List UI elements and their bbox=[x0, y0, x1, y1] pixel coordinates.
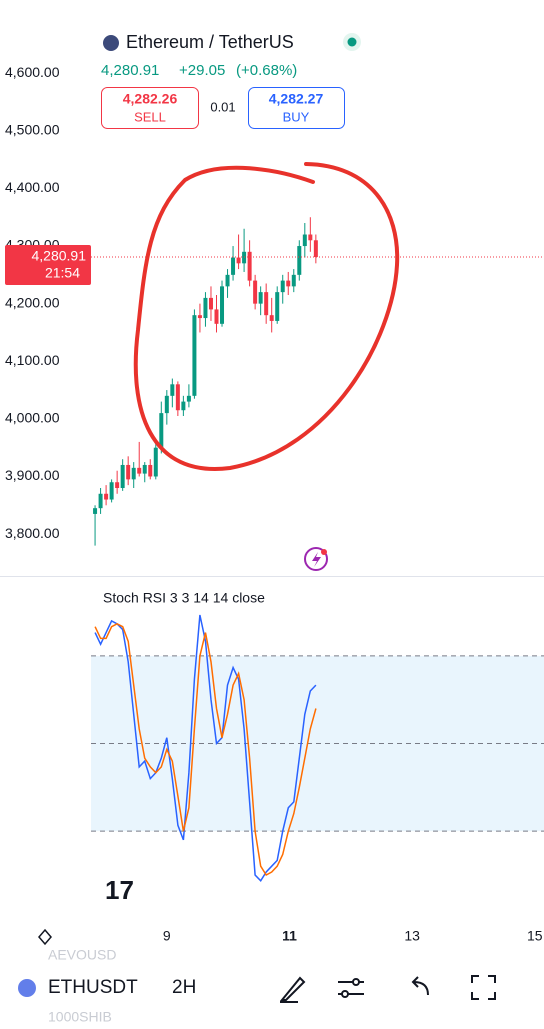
draw-icon[interactable] bbox=[279, 976, 306, 1003]
candle-body bbox=[142, 464, 147, 474]
stoch-line bbox=[94, 622, 317, 876]
indicators-knob bbox=[352, 978, 360, 986]
candle-body bbox=[258, 292, 263, 304]
candle-body bbox=[93, 508, 98, 514]
ghost-symbol: AEVOUSD bbox=[48, 947, 116, 963]
toolbar-interval[interactable]: 2H bbox=[172, 977, 196, 998]
spread: 0.01 bbox=[210, 99, 235, 114]
candle-body bbox=[280, 280, 285, 293]
x-tick-label: 9 bbox=[163, 928, 171, 944]
toolbar-symbol[interactable]: ETHUSDT bbox=[48, 977, 138, 998]
candle-body bbox=[131, 467, 136, 480]
candle-body bbox=[313, 240, 318, 258]
candle-body bbox=[115, 482, 120, 489]
candle-body bbox=[225, 274, 230, 287]
candle-body bbox=[208, 297, 213, 310]
price-chart: 3,800.00 3,900.00 4,000.00 4,100.00 4,200.00… bbox=[0, 64, 544, 546]
stoch-pane bbox=[91, 614, 544, 883]
y-tick-label: 3,800.00 bbox=[5, 525, 60, 541]
candle-body bbox=[264, 292, 269, 316]
ghost-symbol: 1000SHIB bbox=[48, 1009, 112, 1024]
last-price-label: 4,280.91 bbox=[32, 248, 87, 264]
candle-body bbox=[137, 467, 142, 474]
y-tick-label: 4,400.00 bbox=[5, 179, 60, 195]
eth-logo bbox=[103, 35, 119, 51]
last-price: 4,280.91 bbox=[101, 62, 159, 79]
candle-body bbox=[242, 251, 247, 264]
candle-body bbox=[148, 464, 153, 477]
x-tick-label: 11 bbox=[282, 928, 297, 944]
buy-label: BUY bbox=[283, 109, 310, 124]
candle-body bbox=[186, 395, 191, 402]
candle-body bbox=[275, 292, 280, 321]
watermark-logo: 17 bbox=[105, 875, 134, 905]
x-axis: 9 11 13 15 bbox=[163, 928, 543, 944]
lightning-badge bbox=[321, 549, 327, 555]
settings-icon[interactable] bbox=[38, 928, 52, 946]
y-tick-label: 4,100.00 bbox=[5, 352, 60, 368]
candle-body bbox=[109, 482, 114, 500]
candle-body bbox=[247, 251, 252, 281]
countdown: 21:54 bbox=[45, 265, 80, 281]
x-tick-label: 13 bbox=[404, 928, 420, 944]
candle-body bbox=[170, 384, 175, 396]
candle-body bbox=[253, 280, 258, 304]
candle-body bbox=[286, 280, 291, 287]
candle-body bbox=[181, 401, 186, 411]
candle-body bbox=[220, 286, 225, 324]
buy-price: 4,282.27 bbox=[269, 91, 324, 107]
candle-body bbox=[98, 493, 103, 509]
y-tick-label: 4,000.00 bbox=[5, 410, 60, 426]
candle-body bbox=[308, 234, 313, 241]
sell-label: SELL bbox=[134, 109, 166, 124]
candle-body bbox=[214, 309, 219, 324]
status-dot bbox=[347, 37, 357, 47]
candle-body bbox=[269, 315, 274, 321]
sell-price: 4,282.26 bbox=[123, 91, 178, 107]
y-tick-label: 4,500.00 bbox=[5, 122, 60, 138]
candle-body bbox=[302, 234, 307, 247]
y-tick-label: 4,600.00 bbox=[5, 64, 60, 80]
lightning-bolt bbox=[312, 552, 321, 567]
candle-body bbox=[120, 464, 125, 489]
symbol-name[interactable]: Ethereum / TetherUS bbox=[126, 32, 294, 52]
candle-body bbox=[203, 297, 208, 319]
x-tick-label: 15 bbox=[527, 928, 543, 944]
candle-body bbox=[153, 447, 158, 477]
candle-body bbox=[159, 413, 164, 448]
fullscreen-icon[interactable] bbox=[471, 975, 496, 1000]
sell-button[interactable] bbox=[101, 87, 199, 129]
candle-body bbox=[192, 315, 197, 396]
eth-icon bbox=[18, 979, 36, 997]
candle-body bbox=[291, 274, 296, 287]
annotation-circle bbox=[133, 162, 400, 471]
candle-body bbox=[236, 257, 241, 264]
stoch-line bbox=[94, 614, 317, 883]
candle-body bbox=[104, 493, 109, 500]
change-pct: (+0.68%) bbox=[236, 62, 297, 79]
candle-body bbox=[164, 395, 169, 414]
candle-body bbox=[175, 384, 180, 411]
indicator-title[interactable]: Stoch RSI 3 3 14 14 close bbox=[103, 590, 265, 606]
buy-button[interactable] bbox=[248, 87, 345, 129]
undo-icon[interactable] bbox=[411, 976, 429, 996]
indicators-knob bbox=[341, 990, 349, 998]
candle-body bbox=[126, 464, 131, 480]
y-tick-label: 4,200.00 bbox=[5, 294, 60, 310]
change: +29.05 bbox=[179, 62, 225, 79]
y-tick-label: 3,900.00 bbox=[5, 467, 60, 483]
last-price-box bbox=[5, 245, 91, 286]
candle-body bbox=[197, 315, 202, 319]
candle-body bbox=[297, 246, 302, 275]
lightning-icon[interactable] bbox=[304, 547, 328, 571]
candle-body bbox=[231, 257, 236, 275]
